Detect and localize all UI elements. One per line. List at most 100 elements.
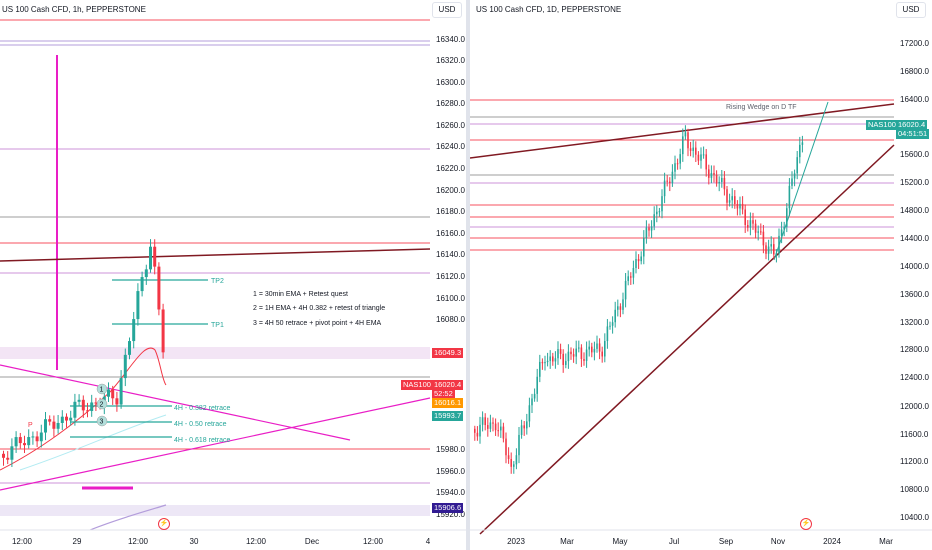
right-candle-body xyxy=(687,132,689,149)
left-price-tick: 16140.0 xyxy=(436,250,465,259)
right-price-tick: 13200.0 xyxy=(900,318,929,327)
right-candle-body xyxy=(643,237,645,257)
right-candle-body xyxy=(500,426,502,431)
marker-2-label: 2 xyxy=(100,402,104,409)
right-time-tick: May xyxy=(612,537,627,546)
price-tag-level-3: 15993.7 xyxy=(432,411,464,421)
right-candle-body xyxy=(617,306,619,310)
left-candle-body xyxy=(94,402,98,404)
right-candle-body xyxy=(648,227,650,231)
currency-button-1d[interactable]: USD xyxy=(896,2,926,18)
left-price-tick: 16100.0 xyxy=(436,294,465,303)
right-candle-body xyxy=(700,154,702,161)
right-candle-body xyxy=(762,231,765,246)
right-candle-body xyxy=(539,361,541,377)
right-candle-body xyxy=(510,458,512,467)
note-line-2: 2 = 1H EMA + 4H 0.382 + retest of triang… xyxy=(253,305,385,312)
left-time-tick: 4 xyxy=(426,537,431,546)
right-candle-body xyxy=(562,353,564,365)
right-candle-body xyxy=(565,361,567,365)
right-candle-body xyxy=(666,180,668,182)
left-price-tick: 16160.0 xyxy=(436,229,465,238)
right-candle-body xyxy=(609,325,611,327)
left-candle-body xyxy=(73,401,77,418)
right-candle-body xyxy=(775,253,778,255)
right-candle-body xyxy=(770,244,772,247)
right-candle-body xyxy=(578,347,580,349)
right-candle-body xyxy=(689,148,692,151)
left-candle-body xyxy=(81,399,85,411)
numbered-markers: 1 2 3 xyxy=(96,383,108,427)
left-price-tick: 16300.0 xyxy=(436,78,465,87)
left-candle-body xyxy=(136,291,140,320)
right-price-tick: 17200.0 xyxy=(900,39,929,48)
left-candle-body xyxy=(132,319,136,342)
right-candle-body xyxy=(526,421,528,429)
left-candle-body xyxy=(115,398,119,405)
right-price-tick: 10800.0 xyxy=(900,485,929,494)
right-time-tick: Mar xyxy=(879,537,893,546)
price-axis-1d[interactable]: 17200.0 16800.0 16400.0 15600.0 15200.0 14800… xyxy=(900,39,929,522)
left-candle-body xyxy=(52,421,56,429)
tradingview-logo-icon[interactable]: ⚡ xyxy=(158,518,170,530)
right-candle-body xyxy=(481,417,484,425)
marker-1-label: 1 xyxy=(100,387,104,394)
right-price-tick: 11600.0 xyxy=(900,430,929,439)
left-price-tick: 16240.0 xyxy=(436,142,465,151)
right-candle-body xyxy=(723,177,726,190)
symbol-tag-1d: NAS100 xyxy=(866,120,898,130)
right-candle-body xyxy=(695,147,697,155)
right-candle-body xyxy=(627,276,629,281)
chart-canvas-1h[interactable]: TP2 TP1 4H - 0.382 retrace 4H - 0.50 ret… xyxy=(0,0,466,550)
marker-3 xyxy=(96,415,108,427)
right-candle-body xyxy=(718,181,720,184)
right-price-tick: 14400.0 xyxy=(900,234,929,243)
left-candle-body xyxy=(128,341,131,355)
left-candle-body xyxy=(56,422,60,429)
horizontal-levels xyxy=(0,19,430,484)
right-price-tick: 14800.0 xyxy=(900,206,929,215)
retrace-0618-label: 4H - 0.618 retrace xyxy=(174,437,231,444)
left-candle-body xyxy=(86,410,89,412)
currency-button[interactable]: USD xyxy=(432,2,462,18)
time-axis-1d[interactable]: 2023 Mar May Jul Sep Nov 2024 Mar xyxy=(507,537,893,546)
right-candle-body xyxy=(580,347,583,359)
left-time-tick: 30 xyxy=(190,537,199,546)
chart-pane-1d[interactable]: Rising Wedge on D TF 17200.0 16800.0 16400… xyxy=(470,0,932,550)
right-candle-body xyxy=(497,430,499,432)
right-candle-body xyxy=(744,209,746,225)
right-candle-body xyxy=(604,341,606,357)
left-price-tick: 16200.0 xyxy=(436,186,465,195)
candles-1h xyxy=(2,239,165,468)
right-candle-body xyxy=(765,245,767,254)
price-axis-1h[interactable]: 16340.0 16320.0 16300.0 16280.0 16260.0 16240… xyxy=(436,35,465,519)
left-candle-body xyxy=(27,437,31,446)
left-price-tick: 16180.0 xyxy=(436,207,465,216)
left-candle-body xyxy=(111,389,115,399)
left-candle-body xyxy=(10,446,14,460)
right-candle-body xyxy=(601,351,603,357)
chart-canvas-1d[interactable]: Rising Wedge on D TF 17200.0 16800.0 16400… xyxy=(470,0,932,550)
right-time-tick: Sep xyxy=(719,537,734,546)
right-price-tick: 12400.0 xyxy=(900,373,929,382)
left-price-tick: 16120.0 xyxy=(436,272,465,281)
right-candle-body xyxy=(731,196,733,201)
right-candle-body xyxy=(708,169,710,178)
right-candle-body xyxy=(728,200,731,203)
left-price-tick: 16220.0 xyxy=(436,164,465,173)
right-candle-body xyxy=(793,173,796,179)
tradingview-logo-icon-1d[interactable]: ⚡ xyxy=(800,518,812,530)
chart-title: US 100 Cash CFD, 1h, PEPPERSTONE xyxy=(2,5,146,14)
left-time-tick: Dec xyxy=(305,537,319,546)
time-axis-1h[interactable]: 12:00 29 12:00 30 12:00 Dec 12:00 4 xyxy=(12,537,431,546)
countdown-tag-1d: 04:51:51 xyxy=(896,129,930,139)
left-time-tick: 12:00 xyxy=(12,537,33,546)
current-price-tag: 16020.4 xyxy=(432,380,464,390)
chart-pane-1h[interactable]: TP2 TP1 4H - 0.382 retrace 4H - 0.50 ret… xyxy=(0,0,466,550)
right-candle-body xyxy=(484,417,486,426)
pane-divider[interactable] xyxy=(466,0,470,550)
right-candle-body xyxy=(546,360,549,363)
right-candle-body xyxy=(502,426,505,439)
left-candle-body xyxy=(161,309,165,353)
right-candle-body xyxy=(658,211,661,213)
